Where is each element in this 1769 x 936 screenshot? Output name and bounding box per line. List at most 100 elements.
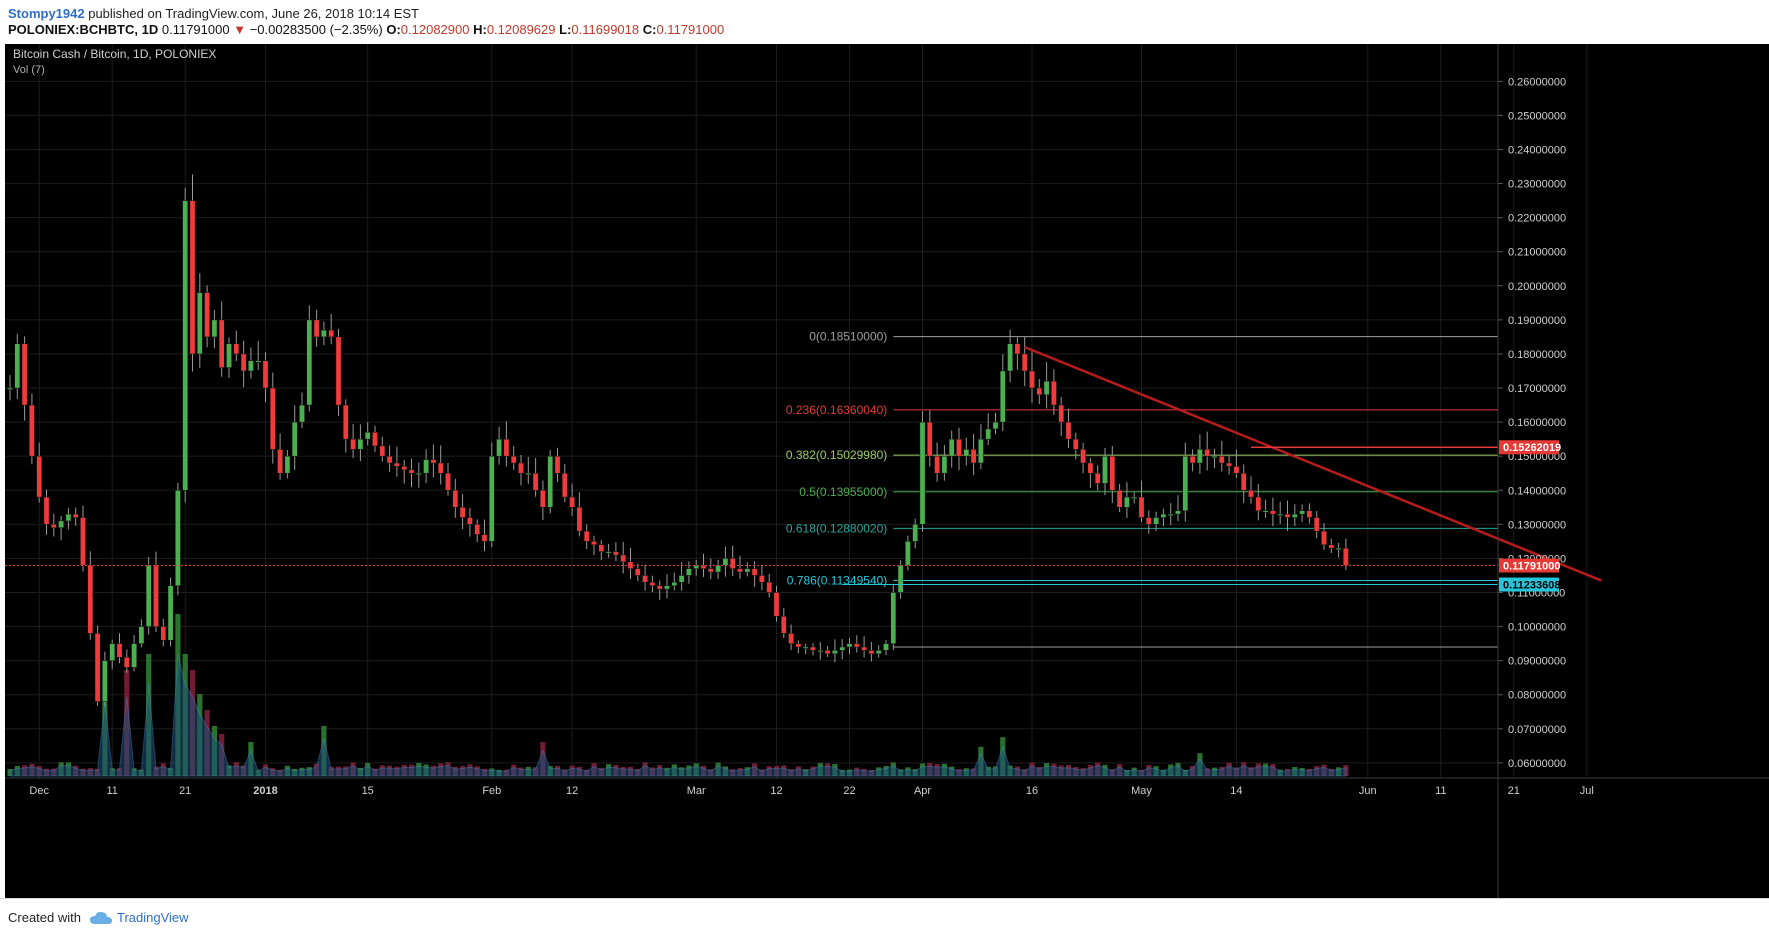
candle-up xyxy=(1182,455,1189,511)
x-tick-label: 14 xyxy=(1230,785,1242,797)
fib-level-label: 0.5(0.13955000) xyxy=(799,485,887,499)
candle-up xyxy=(423,459,429,474)
x-tick-label: May xyxy=(1131,785,1152,797)
x-tick-label: 12 xyxy=(566,785,578,797)
low-value: 0.11699018 xyxy=(571,22,640,37)
candle-down xyxy=(50,524,57,528)
candle-down xyxy=(467,517,473,525)
author-link[interactable]: Stompy1942 xyxy=(8,6,85,21)
candle-up xyxy=(948,438,955,457)
candle-up xyxy=(875,650,882,655)
ohlc-legend: POLONIEX:BCHBTC, 1D 0.11791000 ▼ −0.0028… xyxy=(8,22,724,37)
candle-down xyxy=(445,472,451,491)
candle-down xyxy=(153,564,159,627)
chart-area[interactable]: 0(0.18510000) 0.236(0.16360040) 0.382(0.15… xyxy=(5,44,1769,898)
candle-up xyxy=(1291,513,1298,518)
candle-down xyxy=(474,524,481,535)
change-arrow-icon: ▼ xyxy=(233,22,247,37)
y-tick-label: 0.16000000 xyxy=(1508,417,1566,429)
candle-up xyxy=(306,319,313,406)
y-tick-label: 0.26000000 xyxy=(1508,76,1566,88)
candle-up xyxy=(693,564,700,569)
x-tick-label: 12 xyxy=(770,785,782,797)
x-tick-label: 21 xyxy=(179,785,191,797)
y-tick-label: 0.17000000 xyxy=(1508,383,1566,395)
y-tick-label: 0.09000000 xyxy=(1508,656,1566,668)
candle-down xyxy=(620,554,627,563)
candle-up xyxy=(167,585,174,641)
candle-up xyxy=(919,421,926,525)
y-tick-label: 0.24000000 xyxy=(1508,144,1566,156)
x-tick-label: Jul xyxy=(1580,785,1594,797)
y-tick-label: 0.20000000 xyxy=(1508,281,1566,293)
candle-down xyxy=(554,455,561,474)
candle-up xyxy=(1277,513,1284,516)
y-tick-label: 0.18000000 xyxy=(1508,349,1566,361)
candle-down xyxy=(233,343,240,355)
volume-ma-area xyxy=(9,654,1347,777)
candle-up xyxy=(1167,513,1174,516)
candle-up xyxy=(985,428,992,440)
last-price-label: 0.11791000 xyxy=(1503,561,1561,573)
candle-down xyxy=(810,646,816,651)
candle-up xyxy=(211,319,218,338)
candle-down xyxy=(437,462,444,474)
candle-down xyxy=(1218,455,1225,464)
candle-down xyxy=(1036,387,1043,396)
candle-down xyxy=(350,438,356,450)
candle-up xyxy=(1153,517,1159,525)
candle-down xyxy=(1233,466,1240,474)
candle-down xyxy=(459,507,466,518)
candle-down xyxy=(642,575,648,583)
candle-down xyxy=(379,445,386,457)
candle-up xyxy=(1131,496,1138,499)
candle-down xyxy=(1080,449,1086,464)
candle-down xyxy=(1116,490,1123,508)
price-chart[interactable]: 0(0.18510000) 0.236(0.16360040) 0.382(0.15… xyxy=(5,44,1769,898)
close-label: C: xyxy=(642,22,657,37)
last-price: 0.11791000 xyxy=(161,22,230,37)
candle-up xyxy=(1197,449,1203,464)
tradingview-brand-link[interactable]: TradingView xyxy=(117,910,189,925)
candle-down xyxy=(160,626,167,641)
candle-down xyxy=(269,387,276,450)
fib-level-label: 0.618(0.12880020) xyxy=(786,521,887,535)
candle-up xyxy=(978,438,984,464)
fib-level-label: 0.382(0.15029980) xyxy=(786,448,887,462)
candle-down xyxy=(598,544,605,552)
candle-down xyxy=(634,568,641,576)
candle-up xyxy=(1299,510,1305,515)
candle-down xyxy=(853,643,860,648)
candle-down xyxy=(1343,547,1349,566)
candle-down xyxy=(649,582,656,586)
candle-down xyxy=(934,455,940,474)
candle-up xyxy=(890,592,897,644)
candle-down xyxy=(21,343,28,406)
candle-down xyxy=(773,592,780,617)
fib-level-label: 0.786(0.11349540) xyxy=(787,574,888,588)
candle-up xyxy=(109,643,116,661)
candle-down xyxy=(1087,462,1094,474)
fib-level-label: 0(0.18510000) xyxy=(809,330,887,344)
candle-up xyxy=(196,292,203,355)
x-tick-label: 2018 xyxy=(253,785,277,797)
candle-up xyxy=(1007,343,1013,372)
candle-down xyxy=(1226,462,1232,467)
candle-up xyxy=(664,585,670,590)
candle-down xyxy=(218,319,225,368)
support-price-label: 0.11233608 xyxy=(1503,580,1561,592)
candle-down xyxy=(503,438,510,457)
candle-down xyxy=(481,534,488,542)
candle-down xyxy=(123,656,130,668)
candle-down xyxy=(87,564,94,634)
candle-up xyxy=(496,438,502,457)
candle-down xyxy=(1248,490,1254,498)
candle-up xyxy=(1102,455,1108,484)
resistance-price-label-bg xyxy=(1499,440,1559,455)
candle-up xyxy=(299,404,305,423)
candle-up xyxy=(175,490,181,586)
fib-level-label: 0.236(0.16360040) xyxy=(786,403,887,417)
candle-down xyxy=(401,466,408,471)
candle-up xyxy=(802,646,809,649)
candle-down xyxy=(591,541,597,546)
